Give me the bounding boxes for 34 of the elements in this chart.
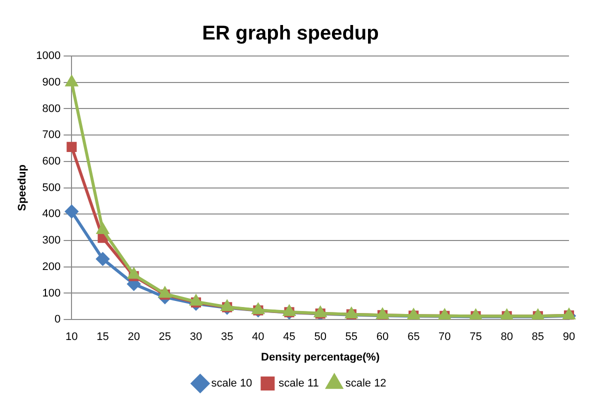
x-tick-label: 55 [345,331,358,344]
y-tick-label: 600 [42,155,61,168]
x-tick-label: 70 [438,331,451,344]
legend-label: scale 12 [345,378,386,390]
x-tick-label: 45 [283,331,296,344]
x-tick-label: 65 [407,331,420,344]
y-axis-title: Speedup [16,164,29,212]
y-tick-label: 900 [42,76,61,88]
x-tick-label: 10 [66,331,78,344]
x-tick-label: 75 [470,331,482,344]
legend-label: scale 10 [211,378,252,390]
chart-title: ER graph speedup [202,22,379,45]
y-tick-label: 500 [42,182,61,194]
y-tick-label: 1000 [36,50,61,62]
legend-label: scale 11 [278,378,319,390]
x-tick-label: 90 [562,331,576,344]
y-tick-label: 700 [42,129,61,142]
y-tick-label: 800 [42,102,61,115]
y-tick-label: 200 [42,260,61,273]
x-axis-title: Density percentage(%) [261,351,380,364]
x-tick-label: 15 [96,331,109,344]
y-tick-label: 300 [42,234,61,247]
y-tick-label: 100 [42,287,61,300]
x-tick-label: 40 [252,331,264,344]
y-tick-label: 0 [54,314,61,326]
x-tick-label: 25 [158,331,172,344]
x-tick-label: 30 [190,331,202,344]
x-tick-label: 50 [314,331,326,344]
y-tick-label: 400 [42,208,61,220]
x-tick-label: 35 [220,331,234,344]
x-tick-label: 60 [376,331,389,344]
x-tick-label: 85 [532,331,544,344]
x-tick-label: 80 [500,331,513,344]
x-tick-label: 20 [128,331,140,344]
